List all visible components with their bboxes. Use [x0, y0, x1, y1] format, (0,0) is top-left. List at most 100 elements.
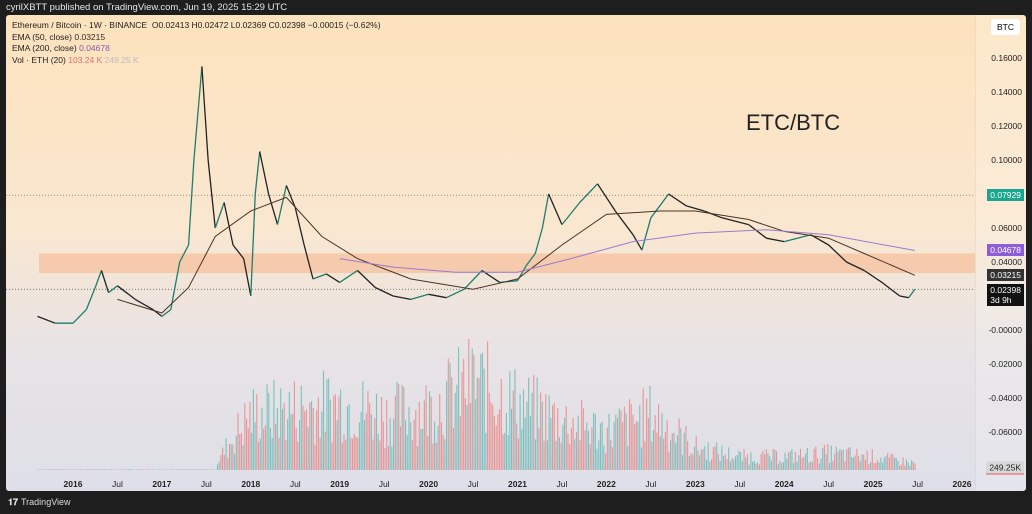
volume-bar — [511, 408, 513, 470]
legend: Ethereum / Bitcoin · 1W · BINANCE O0.024… — [12, 20, 381, 66]
price-axis[interactable]: BTC 0.16000 0.14000 0.12000 0.10000 0.06000 0… — [975, 15, 1026, 491]
symbol-button[interactable]: BTC — [991, 19, 1020, 35]
volume-bar — [514, 369, 516, 470]
volume-bar — [63, 469, 65, 470]
volume-bar — [293, 381, 295, 470]
volume-bar — [56, 469, 58, 470]
volume-bar — [729, 461, 731, 470]
volume-bar — [772, 449, 774, 470]
volume-bar — [481, 352, 484, 470]
volume-bar — [895, 458, 897, 470]
tradingview-logo[interactable]: 𝟏𝟕 TradingView — [8, 497, 71, 508]
volume-bar — [890, 453, 892, 470]
volume-bar — [704, 446, 706, 470]
volume-bar — [863, 454, 865, 470]
volume-bar — [575, 431, 578, 470]
volume-bar — [623, 406, 625, 470]
volume-bar — [852, 457, 855, 470]
volume-bar — [444, 439, 446, 470]
price-segment — [428, 293, 447, 299]
volume-bar — [522, 389, 525, 470]
volume-bar — [825, 454, 827, 470]
price-segment — [326, 273, 341, 283]
volume-bar — [88, 469, 90, 470]
volume-bar — [835, 446, 837, 470]
volume-bar — [295, 427, 297, 470]
volume-bar — [659, 436, 661, 470]
volume-bar — [716, 442, 718, 470]
volume-bar — [487, 341, 489, 470]
volume-bar — [830, 445, 832, 470]
price-chart[interactable] — [6, 15, 1026, 491]
volume-bar — [663, 438, 665, 470]
logo-icon: 𝟏𝟕 — [8, 497, 19, 507]
volume-bar — [92, 469, 94, 470]
volume-bar — [204, 469, 207, 470]
volume-bar — [502, 434, 504, 470]
volume-label[interactable]: Vol · ETH (20) — [12, 54, 66, 65]
volume-bar — [767, 453, 769, 470]
volume-bar — [358, 422, 360, 470]
volume-bar — [242, 445, 244, 470]
volume-bar — [649, 386, 651, 470]
x-tick: Jul — [378, 479, 390, 489]
volume-bar — [579, 440, 581, 470]
y-tick: 0.04000 — [991, 257, 1022, 267]
volume-bar — [818, 463, 820, 470]
volume-bar — [170, 469, 172, 470]
volume-bar — [534, 439, 537, 470]
volume-bar — [876, 460, 878, 470]
ohlc: O0.02413 H0.02472 L0.02369 C0.02398 −0.0… — [151, 20, 381, 30]
volume-bar — [709, 461, 711, 470]
volume-bar — [856, 448, 858, 470]
volume-bar — [803, 456, 805, 470]
volume-bar — [177, 469, 179, 470]
volume-bar — [90, 469, 92, 470]
volume-bar — [102, 469, 104, 470]
price-segment — [134, 298, 154, 311]
volume-bar — [411, 440, 413, 470]
volume-bar — [464, 398, 466, 470]
chart-frame[interactable]: Ethereum / Bitcoin · 1W · BINANCE O0.024… — [6, 15, 1026, 491]
volume-bar — [687, 441, 689, 470]
volume-bar — [329, 399, 331, 470]
volume-bar — [357, 437, 359, 470]
volume-bar — [699, 455, 701, 470]
volume-bar — [873, 463, 875, 470]
volume-bar — [475, 399, 477, 470]
volume-bar — [711, 459, 713, 470]
price-segment — [339, 269, 358, 283]
x-tick: Jul — [289, 479, 301, 489]
volume-bar — [570, 428, 572, 470]
volume-bar — [589, 444, 591, 470]
volume-bar — [456, 384, 458, 470]
volume-bar — [765, 449, 767, 470]
volume-bar — [138, 469, 140, 470]
volume-bar — [740, 451, 742, 470]
volume-bar — [146, 469, 148, 470]
price-segment — [294, 207, 305, 246]
volume-bar — [336, 420, 338, 470]
price-segment — [285, 185, 296, 208]
volume-bar — [401, 384, 403, 470]
volume-bar — [849, 447, 851, 470]
volume-bar — [189, 469, 191, 470]
ema50-label[interactable]: EMA (50, close) — [12, 31, 72, 42]
volume-bar — [550, 418, 552, 470]
volume-bar — [396, 381, 398, 470]
price-segment — [784, 234, 812, 243]
price-segment — [243, 258, 252, 297]
symbol-info[interactable]: Ethereum / Bitcoin · 1W · BINANCE — [12, 20, 148, 30]
price-segment — [686, 205, 705, 212]
volume-bar — [587, 430, 590, 470]
volume-bar — [722, 455, 725, 470]
volume-bar — [348, 404, 350, 470]
price-segment — [641, 217, 652, 251]
volume-bar — [577, 415, 579, 470]
volume-bar — [478, 378, 480, 470]
volume-bar — [240, 432, 242, 470]
price-segment — [254, 151, 261, 195]
price-segment — [541, 193, 550, 229]
volume-bar — [627, 446, 629, 470]
ema200-label[interactable]: EMA (200, close) — [12, 43, 77, 53]
